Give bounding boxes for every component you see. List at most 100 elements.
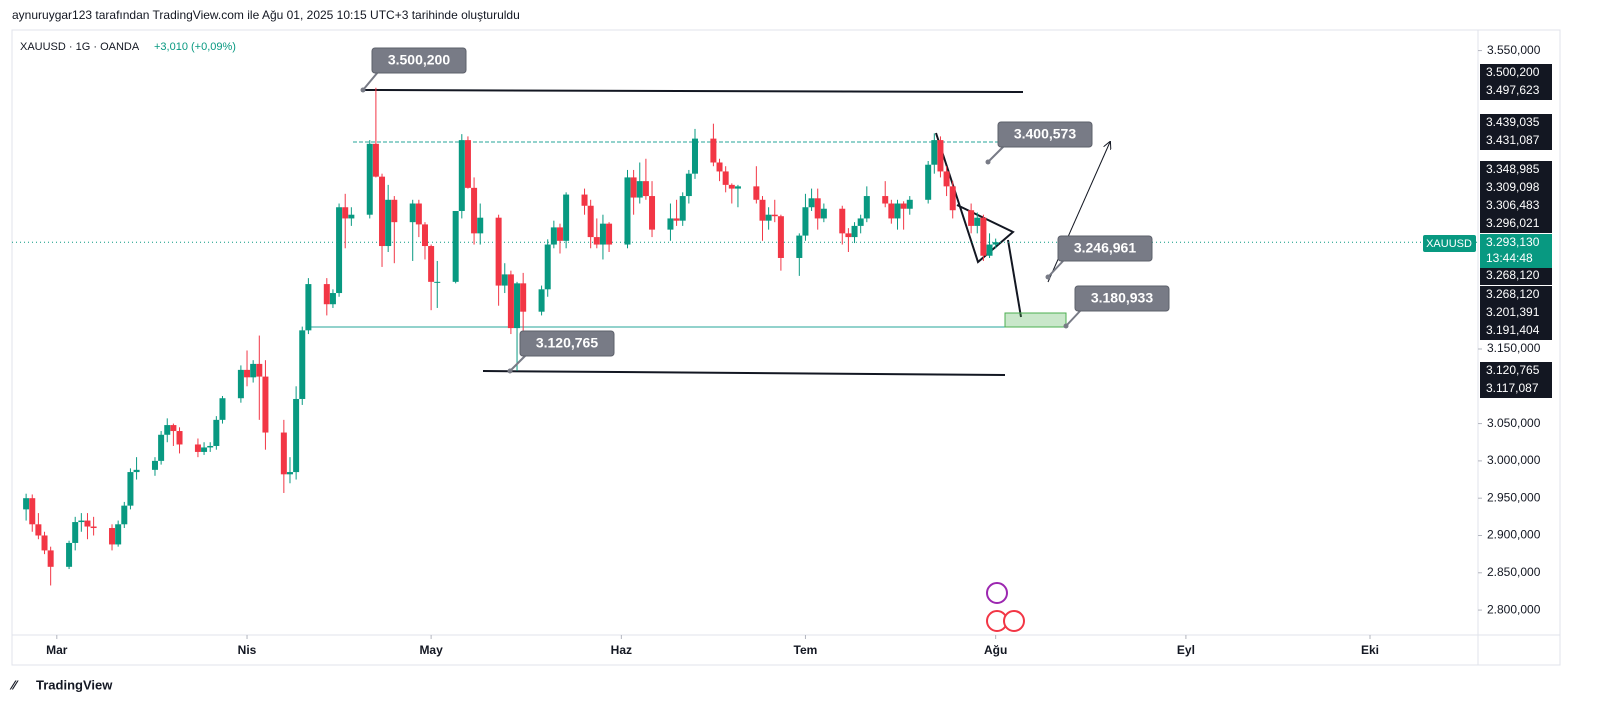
price-tag-label: 3.439,035: [1486, 115, 1540, 129]
candle-body: [734, 186, 741, 189]
y-tick-label: 2.900,000: [1487, 528, 1541, 542]
candle-body: [581, 194, 588, 206]
candle-body: [820, 208, 827, 219]
candle-body: [771, 214, 778, 217]
callout-box: [1074, 285, 1170, 312]
header: aynuruygar123 tarafından TradingView.com…: [12, 8, 520, 22]
price-tag: [1480, 64, 1552, 82]
candle-body: [47, 550, 54, 567]
candle-body: [115, 524, 122, 545]
callout-label: 3.180,933: [1091, 290, 1153, 306]
y-tick-label: 3.000,000: [1487, 453, 1541, 467]
callout-pointer: [362, 71, 379, 91]
candle-body: [980, 217, 987, 256]
trend-line: [482, 370, 1006, 376]
candle-body: [507, 274, 514, 329]
candle-body: [323, 284, 330, 305]
candle-body: [219, 398, 226, 420]
target-box: [1004, 312, 1067, 328]
price-tag: [1480, 82, 1552, 100]
candle-body: [329, 293, 336, 305]
candle-body: [133, 469, 140, 473]
event-icon: [1003, 610, 1025, 632]
last-price-tag: [1480, 234, 1552, 268]
candle-body: [777, 216, 784, 258]
candle-body: [949, 186, 956, 211]
price-tag: [1480, 362, 1552, 380]
price-tag: [1480, 114, 1552, 132]
callout-box: [1057, 235, 1153, 262]
candle-body: [495, 217, 502, 286]
price-tag-label: 3.268,120: [1486, 287, 1540, 301]
price-tag-label: 3.191,404: [1486, 323, 1540, 337]
x-tick-label: Nis: [238, 643, 257, 657]
candle-body: [262, 376, 269, 433]
candle-body: [299, 330, 306, 399]
projection: [1007, 239, 1022, 318]
drawings: [308, 89, 1110, 632]
price-tag: [1480, 197, 1552, 215]
candle-body: [428, 246, 435, 282]
callout-box: [997, 121, 1093, 148]
candle-body: [458, 140, 465, 211]
x-tick-label: Haz: [611, 643, 632, 657]
candle-body: [379, 176, 386, 247]
candle-body: [931, 140, 938, 165]
symbol-tag-label: XAUUSD: [1426, 238, 1472, 250]
candle-body: [863, 196, 870, 219]
candle-body: [23, 498, 30, 510]
footer-logo: ⁄⁄: [9, 677, 19, 692]
x-tick-label: May: [419, 643, 443, 657]
price-tag-label: 3.497,623: [1486, 83, 1540, 97]
candle-body: [41, 535, 48, 551]
candle-body: [342, 207, 349, 219]
candle-body: [765, 214, 772, 221]
candle-body: [599, 223, 606, 245]
price-tag: [1480, 322, 1552, 340]
callout-anchor: [985, 159, 991, 165]
chart-frame: [11, 29, 1561, 666]
candle-body: [710, 138, 717, 163]
candle-body: [109, 528, 116, 545]
candle-body: [538, 289, 545, 312]
candle-body: [501, 274, 508, 286]
candle-body: [845, 233, 852, 238]
candle-body: [244, 369, 251, 378]
price-tag-label: 3.268,120: [1486, 268, 1540, 282]
candle-body: [464, 140, 471, 188]
price-tag-label: 3.117,087: [1486, 381, 1539, 395]
candle-body: [250, 363, 257, 378]
price-tag: [1480, 380, 1552, 398]
price-tag-label: 3.431,087: [1486, 133, 1540, 147]
candle-body: [550, 227, 557, 245]
candle-body: [882, 196, 889, 204]
callout-pointer: [1065, 309, 1082, 327]
price-tag-label: 3.500,200: [1486, 65, 1540, 79]
candle-body: [29, 498, 36, 525]
candle-body: [336, 207, 343, 294]
candle-body: [968, 210, 975, 226]
callout-label: 3.500,200: [388, 52, 450, 68]
callout-label: 3.400,573: [1014, 126, 1076, 142]
candle-body: [176, 431, 183, 445]
candle-body: [992, 242, 999, 245]
candle-body: [593, 237, 600, 245]
callout-pointer: [1047, 259, 1065, 278]
y-tick-label: 2.800,000: [1487, 602, 1541, 616]
candle-body: [434, 281, 441, 283]
candle-body: [256, 363, 263, 377]
candle-body: [802, 207, 809, 236]
countdown: 13:44:48: [1486, 251, 1533, 265]
price-tag: [1480, 304, 1552, 322]
candle-body: [66, 542, 73, 567]
candle-body: [851, 225, 858, 238]
candle-body: [421, 224, 428, 247]
candle-body: [72, 522, 79, 543]
y-tick-label: 3.150,000: [1487, 341, 1541, 355]
triangle: [935, 132, 1015, 264]
candle-body: [624, 177, 631, 245]
candle-body: [796, 235, 803, 258]
candle-body: [556, 227, 563, 241]
symbol: XAUUSD · 1G · OANDA: [20, 41, 140, 53]
candle-body: [894, 203, 901, 219]
